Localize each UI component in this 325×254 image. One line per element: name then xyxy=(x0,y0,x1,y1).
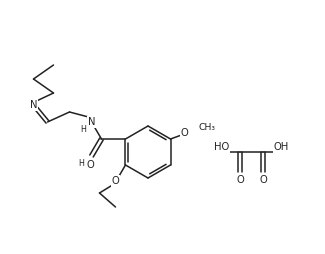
Text: H: H xyxy=(81,125,86,135)
Text: O: O xyxy=(111,176,119,186)
Text: N: N xyxy=(88,117,95,127)
Text: HO: HO xyxy=(214,142,230,152)
Text: OH: OH xyxy=(273,142,289,152)
Text: N: N xyxy=(30,100,37,110)
Text: CH₃: CH₃ xyxy=(199,123,215,133)
Text: O: O xyxy=(181,128,188,138)
Text: O: O xyxy=(259,175,267,185)
Text: O: O xyxy=(236,175,244,185)
Text: H: H xyxy=(79,160,84,168)
Text: O: O xyxy=(86,160,94,170)
